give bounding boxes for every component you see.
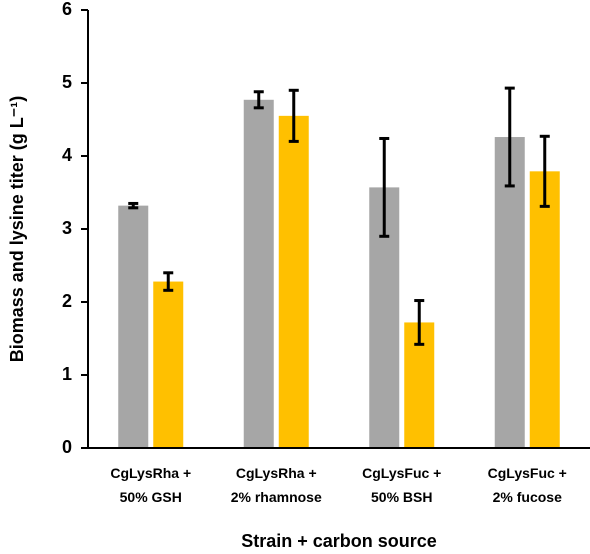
bar bbox=[118, 205, 149, 448]
x-tick-label: CgLysRha +50% GSH bbox=[110, 465, 191, 505]
bar bbox=[243, 99, 274, 448]
y-tick-label: 5 bbox=[62, 72, 72, 92]
x-tick-label: CgLysFuc +2% fucose bbox=[488, 465, 567, 505]
error-bar bbox=[414, 299, 425, 346]
bar bbox=[494, 137, 525, 448]
x-tick-label: CgLysRha +2% rhamnose bbox=[231, 465, 322, 505]
error-bar bbox=[163, 271, 174, 292]
y-tick-label: 0 bbox=[62, 437, 72, 457]
y-tick-label: 3 bbox=[62, 218, 72, 238]
x-axis-title: Strain + carbon source bbox=[241, 531, 437, 551]
error-bar bbox=[539, 134, 550, 208]
bar bbox=[278, 115, 309, 448]
error-bar bbox=[288, 88, 299, 143]
bar bbox=[529, 171, 560, 448]
bar bbox=[153, 281, 184, 448]
y-tick-label: 6 bbox=[62, 0, 72, 19]
y-tick-label: 4 bbox=[62, 145, 72, 165]
y-tick-label: 1 bbox=[62, 364, 72, 384]
y-tick-label: 2 bbox=[62, 291, 72, 311]
error-bar bbox=[128, 201, 139, 210]
x-tick-label: CgLysFuc +50% BSH bbox=[362, 465, 441, 505]
error-bar bbox=[379, 136, 390, 238]
y-axis-title: Biomass and lysine titer (g L⁻¹) bbox=[7, 96, 27, 363]
error-bar bbox=[504, 86, 515, 188]
error-bar bbox=[253, 90, 264, 110]
